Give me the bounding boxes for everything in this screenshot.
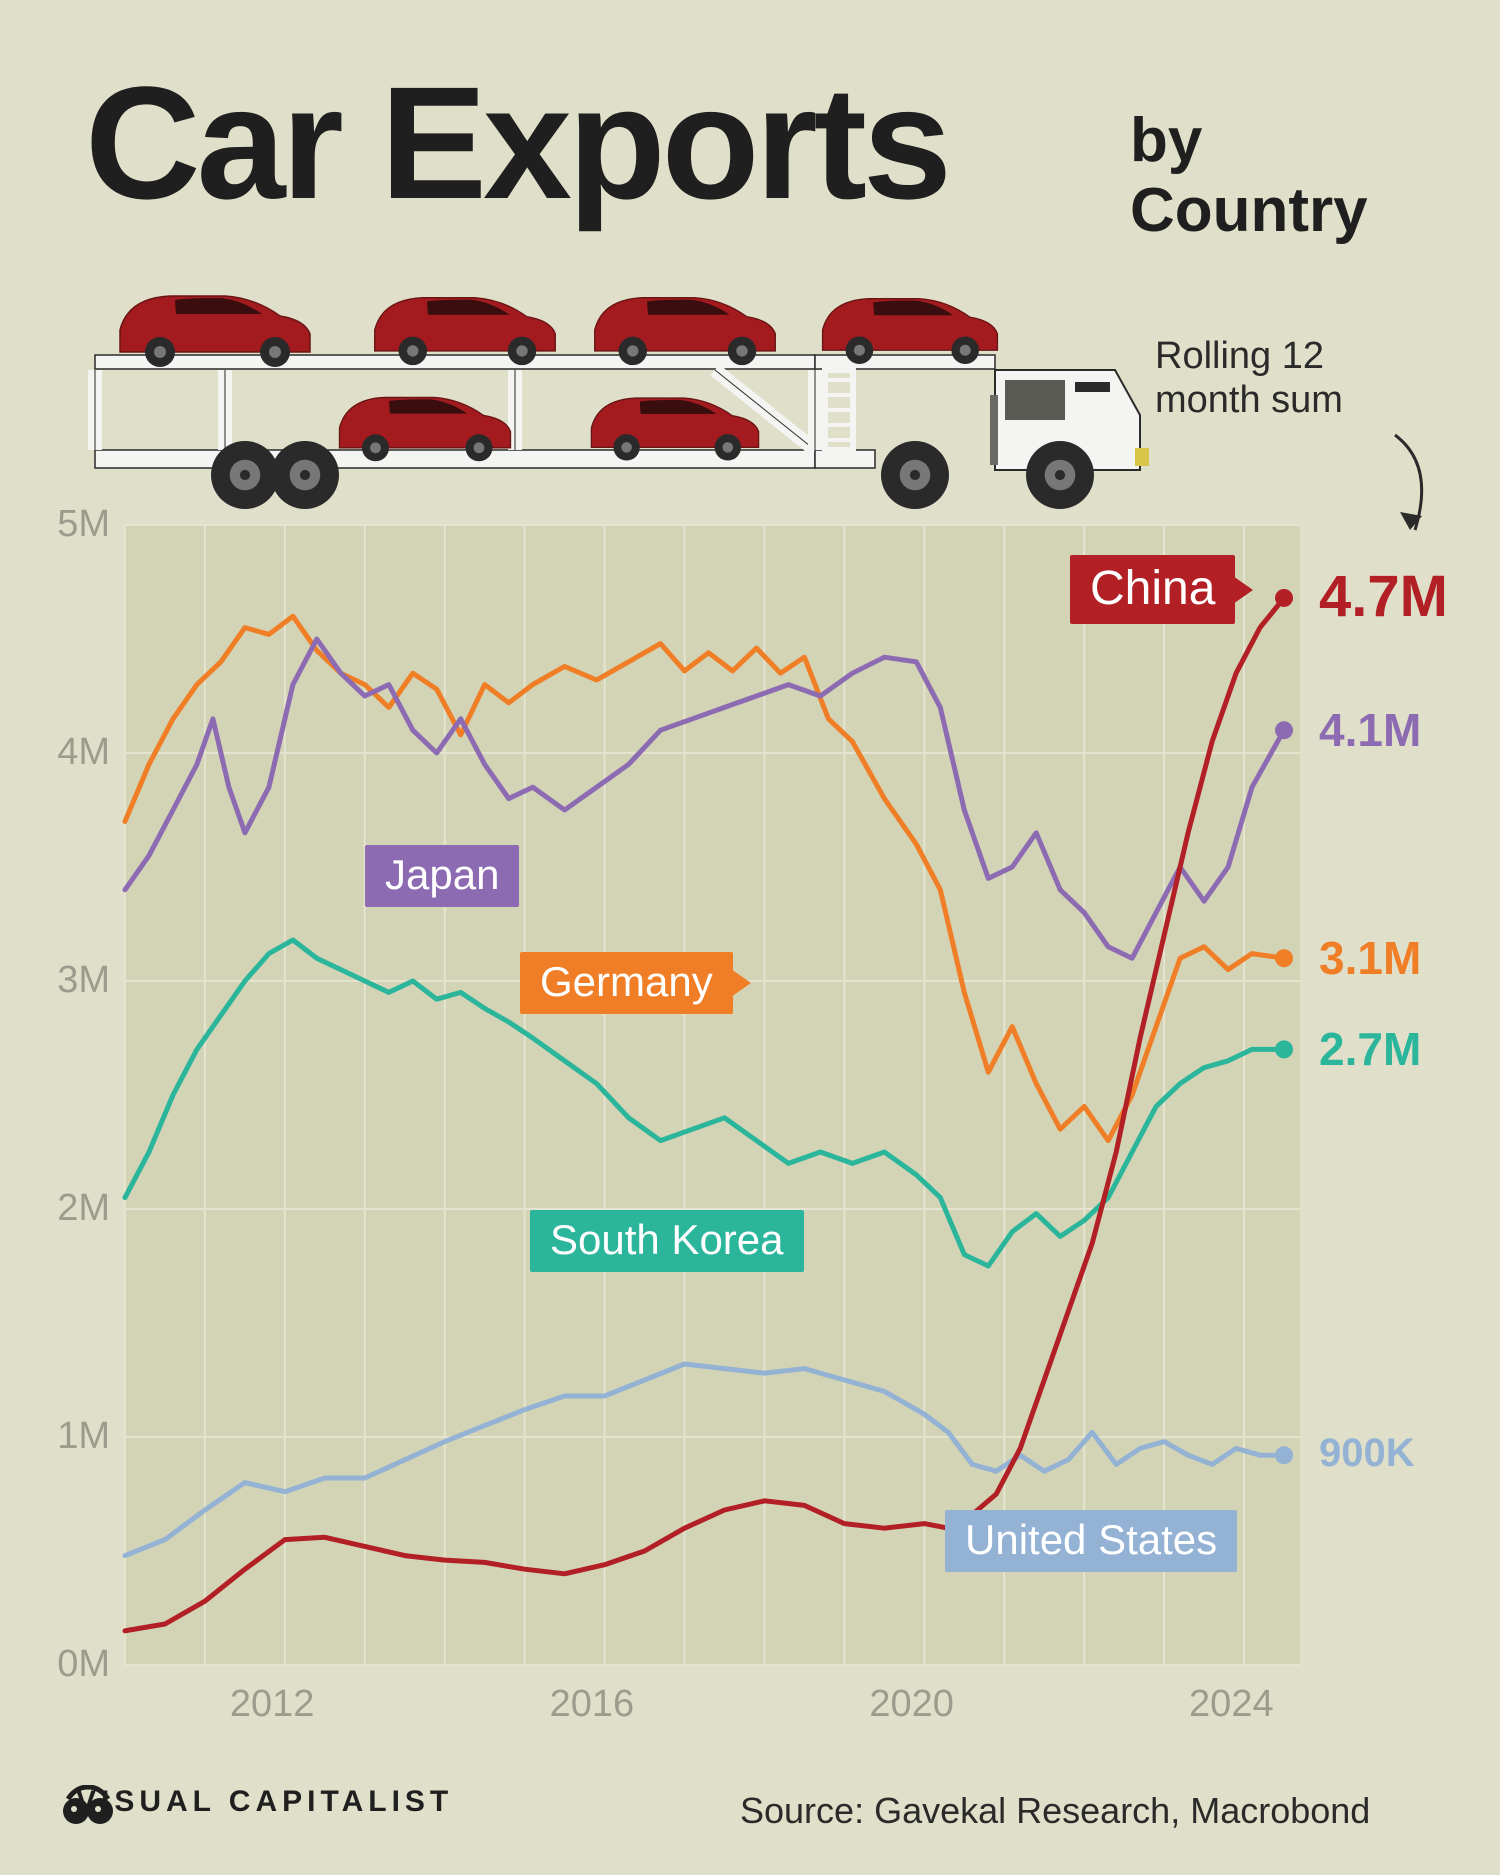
end-value-united-states: 900K — [1319, 1431, 1415, 1476]
x-axis-label: 2016 — [550, 1683, 635, 1726]
y-axis-label: 1M — [40, 1415, 110, 1458]
end-value-china: 4.7M — [1319, 563, 1448, 630]
series-tag-china: China — [1070, 555, 1235, 624]
y-axis-label: 3M — [40, 959, 110, 1002]
series-tag-south-korea: South Korea — [530, 1210, 804, 1272]
car-carrier-icon — [95, 296, 1149, 509]
brand-footer: VISUAL CAPITALIST — [60, 1785, 453, 1819]
end-value-japan: 4.1M — [1319, 703, 1421, 757]
y-axis-label: 2M — [40, 1187, 110, 1230]
chart-plot — [125, 525, 1300, 1665]
x-axis-label: 2020 — [869, 1683, 954, 1726]
y-axis-label: 5M — [40, 503, 110, 546]
brand-text: VISUAL CAPITALIST — [76, 1785, 453, 1819]
end-value-germany: 3.1M — [1319, 931, 1421, 985]
source-attribution: Source: Gavekal Research, Macrobond — [740, 1790, 1370, 1832]
y-axis-label: 0M — [40, 1643, 110, 1686]
series-tag-germany: Germany — [520, 952, 733, 1014]
y-axis-label: 4M — [40, 731, 110, 774]
series-tag-japan: Japan — [365, 845, 519, 907]
x-axis-label: 2012 — [230, 1683, 315, 1726]
series-tag-united-states: United States — [945, 1510, 1237, 1572]
x-axis-label: 2024 — [1189, 1683, 1274, 1726]
end-value-south-korea: 2.7M — [1319, 1022, 1421, 1076]
chart-svg — [0, 0, 1500, 1875]
infographic-stage: Car ExportsbyCountryRolling 12month sum0… — [0, 0, 1500, 1875]
